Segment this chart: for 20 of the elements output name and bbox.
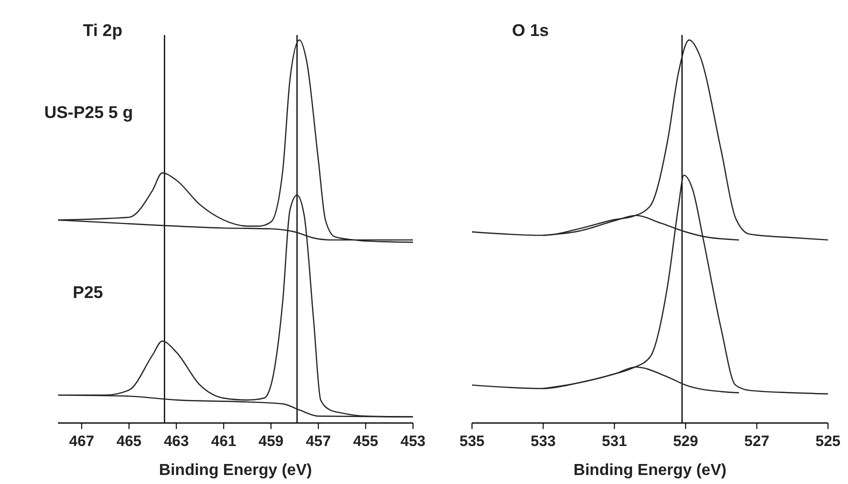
x-tick-label: 465 <box>116 433 142 450</box>
x-tick-label: 453 <box>400 433 426 450</box>
x-tick-label: 463 <box>164 433 189 450</box>
x-tick-label: 457 <box>306 433 331 450</box>
annotation: P25 <box>72 283 103 302</box>
x-tick-label: 527 <box>744 433 770 450</box>
x-tick-label: 529 <box>673 433 698 450</box>
x-tick-label: 525 <box>815 433 841 450</box>
x-axis-title: Binding Energy (eV) <box>574 462 726 479</box>
x-tick-label: 531 <box>602 433 627 450</box>
x-tick-label: 533 <box>530 433 556 450</box>
annotation: US-P25 5 g <box>44 103 133 122</box>
x-tick-label: 467 <box>69 433 94 450</box>
x-tick-label: 455 <box>353 433 378 450</box>
chart-title: Ti 2p <box>83 21 122 40</box>
x-tick-label: 461 <box>211 433 236 450</box>
x-axis-title: Binding Energy (eV) <box>159 462 312 479</box>
x-tick-label: 535 <box>459 433 485 450</box>
x-tick-label: 459 <box>258 433 284 450</box>
chart-title: O 1s <box>512 21 549 40</box>
